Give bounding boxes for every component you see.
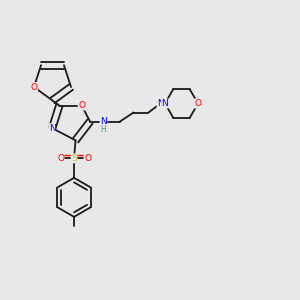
- Text: O: O: [84, 154, 91, 163]
- Text: S: S: [71, 154, 77, 163]
- Text: H: H: [100, 124, 106, 134]
- Text: N: N: [100, 117, 107, 126]
- Text: N: N: [157, 99, 164, 108]
- Text: N: N: [49, 124, 56, 133]
- Text: O: O: [194, 99, 202, 108]
- Text: N: N: [162, 99, 168, 108]
- Text: O: O: [57, 154, 64, 163]
- Text: O: O: [31, 82, 38, 91]
- Text: O: O: [78, 101, 85, 110]
